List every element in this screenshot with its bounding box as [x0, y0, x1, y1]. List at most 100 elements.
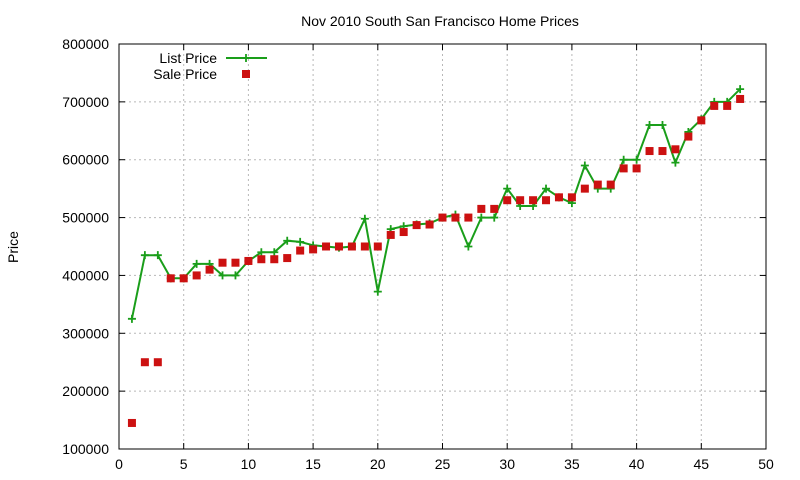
x-tick-label: 40: [629, 456, 645, 472]
series-layer: [127, 85, 745, 427]
sale-price-point: [347, 242, 356, 251]
x-tick-label: 0: [115, 456, 123, 472]
sale-price-point: [710, 101, 719, 110]
list-price-point: [658, 121, 667, 129]
sale-price-point: [166, 274, 175, 283]
list-price-point: [218, 271, 227, 280]
legend-sale-price-swatch: [242, 70, 250, 78]
x-tick-label: 20: [370, 456, 386, 472]
sale-price-point: [386, 230, 395, 239]
list-price-point: [140, 251, 149, 260]
sale-price-point: [412, 221, 421, 230]
list-price-point: [153, 251, 162, 260]
sale-price-point: [542, 196, 551, 205]
list-price-point: [270, 248, 279, 257]
sale-price-point: [645, 147, 654, 156]
sale-price-point: [490, 204, 499, 213]
x-tick-label: 50: [758, 456, 774, 472]
list-price-point: [619, 155, 628, 164]
sale-price-point: [360, 242, 369, 251]
list-price-point: [503, 184, 512, 193]
y-tick-label: 100000: [62, 441, 109, 457]
y-tick-label: 600000: [62, 152, 109, 168]
y-tick-label: 500000: [62, 210, 109, 226]
chart-title: Nov 2010 South San Francisco Home Prices: [301, 13, 579, 29]
sale-price-point: [684, 132, 693, 141]
list-price-point: [127, 314, 136, 323]
sale-price-point: [283, 254, 292, 263]
sale-price-point: [127, 418, 136, 427]
list-price-point: [477, 213, 486, 222]
x-tick-label: 10: [241, 456, 257, 472]
x-tick-label: 30: [499, 456, 515, 472]
sale-price-series: [127, 94, 745, 427]
sale-price-point: [218, 258, 227, 267]
sale-price-point: [438, 213, 447, 222]
sale-price-point: [179, 274, 188, 283]
sale-price-point: [322, 242, 331, 251]
sale-price-point: [529, 196, 538, 205]
sale-price-point: [658, 147, 667, 156]
sale-price-point: [503, 196, 512, 205]
sale-price-point: [619, 164, 628, 173]
y-tick-label: 300000: [62, 325, 109, 341]
sale-price-point: [736, 94, 745, 103]
sale-price-point: [425, 220, 434, 229]
list-price-point: [257, 248, 266, 257]
x-tick-label: 25: [435, 456, 451, 472]
list-price-point: [192, 259, 201, 268]
list-price-point: [373, 287, 382, 296]
sale-price-point: [257, 255, 266, 264]
list-price-point: [296, 237, 305, 246]
list-price-series: [127, 85, 745, 323]
sale-price-point: [580, 184, 589, 193]
legend-label: List Price: [159, 50, 217, 66]
sale-price-point: [192, 271, 201, 280]
x-tick-label: 35: [564, 456, 580, 472]
sale-price-point: [309, 245, 318, 254]
y-tick-label: 400000: [62, 267, 109, 283]
y-axis-label: Price: [5, 231, 21, 263]
sale-price-point: [477, 204, 486, 213]
sale-price-point: [205, 265, 214, 274]
sale-price-point: [270, 255, 279, 264]
sale-price-point: [593, 180, 602, 189]
list-price-point: [231, 271, 240, 280]
sale-price-point: [140, 358, 149, 367]
sale-price-point: [723, 101, 732, 110]
grid: [119, 44, 766, 449]
sale-price-point: [697, 116, 706, 125]
y-tick-label: 200000: [62, 383, 109, 399]
list-price-point: [490, 213, 499, 222]
legend-list-price-marker: [242, 54, 250, 62]
list-price-point: [360, 214, 369, 223]
list-price-point: [736, 85, 745, 94]
sale-price-point: [567, 193, 576, 202]
list-price-point: [542, 184, 551, 193]
list-price-point: [283, 236, 292, 245]
y-tick-label: 700000: [62, 94, 109, 110]
axis-ticks: 0 5 10 15 20 25 30 35 40 45 50 100000 200000 300000 40…: [62, 36, 774, 472]
sale-price-point: [373, 242, 382, 251]
legend-label: Sale Price: [153, 66, 217, 82]
list-price-point: [632, 155, 641, 164]
sale-price-point: [231, 258, 240, 267]
sale-price-point: [296, 246, 305, 255]
sale-price-point: [153, 358, 162, 367]
sale-price-point: [464, 213, 473, 222]
y-tick-label: 800000: [62, 36, 109, 52]
x-tick-label: 5: [180, 456, 188, 472]
list-price-point: [645, 121, 654, 129]
list-price-point: [580, 161, 589, 170]
list-price-point: [464, 242, 473, 251]
sale-price-point: [334, 242, 343, 251]
sale-price-point: [632, 164, 641, 173]
sale-price-point: [244, 256, 253, 265]
sale-price-point: [671, 145, 680, 154]
sale-price-point: [606, 180, 615, 189]
sale-price-point: [451, 213, 460, 222]
x-tick-label: 45: [694, 456, 710, 472]
sale-price-point: [399, 228, 408, 237]
